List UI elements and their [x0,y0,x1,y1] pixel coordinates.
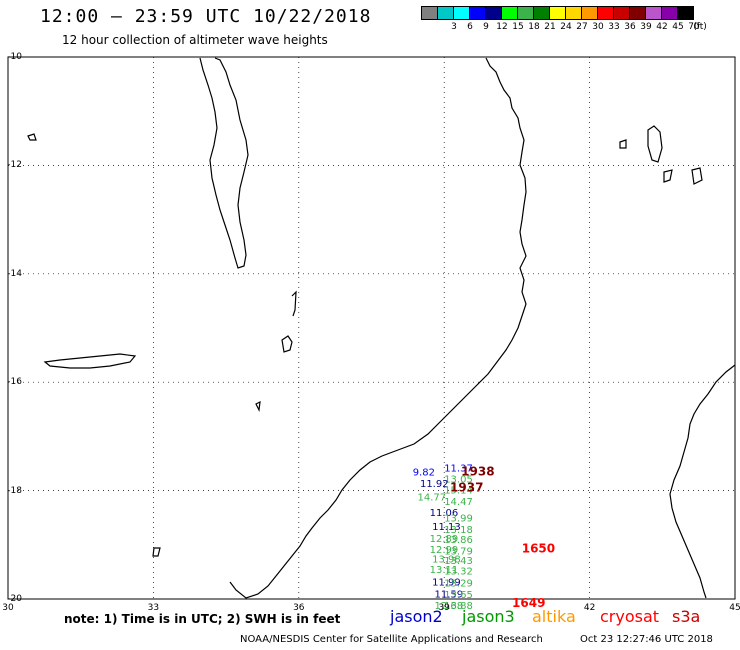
wave-height-label: 13.79 [444,547,473,558]
color-scale-tick: 30 [592,22,604,32]
satellite-legend-cryosat: cryosat [600,607,660,626]
wave-height-label: 13.11 [430,565,459,576]
wave-height-label: 14.77 [418,492,447,503]
wave-height-label: 11.92 [420,479,449,490]
credit-line: NOAA/NESDIS Center for Satellite Applica… [240,634,543,645]
lat-tick-label: -14 [7,268,22,279]
mozambique-coastline [229,57,527,599]
color-scale-tick: 9 [483,22,489,32]
wave-height-label: 13.18 [444,525,473,536]
wave-height-label: 13.98 [432,555,461,566]
color-scale-tick: 42 [656,22,668,32]
shire-river [291,290,297,317]
lat-tick-label: -16 [7,377,22,388]
wave-height-label: 12.99 [430,545,459,556]
color-scale-tick: 21 [544,22,556,32]
wave-height-label: 15.14 [444,485,473,496]
color-scale-tick: 36 [624,22,636,32]
color-scale-labels: 3 6 9 12 15 18 21 24 27 30 33 36 39 42 45 70 (ft) [422,22,740,34]
wave-height-label: 11.13 [432,522,461,533]
lon-tick-label: 39 [438,603,450,613]
cahora-bassa-shoreline [281,335,293,353]
color-scale-tick: 6 [467,22,473,32]
grid-lines [7,56,736,600]
satellite-legend-altika: altika [532,607,576,626]
lon-tick-label: 45 [729,603,740,613]
comoros-grande [647,125,663,163]
mayotte [619,139,627,149]
comoros-anjouan [691,167,703,185]
wave-height-label: 1650 [522,541,555,555]
wave-height-label: 13.32 [444,567,473,578]
map-frame [7,56,736,600]
color-scale-tick: 12 [496,22,508,32]
wave-height-label: 11.37 [444,464,473,475]
satellite-legend-jason2: jason2 [390,607,443,626]
wave-height-label: 14.47 [444,497,473,508]
small-lake-1 [27,133,37,141]
color-swatch [677,6,694,20]
wave-height-label: 13.88 [444,601,473,612]
wave-height-label: 13.05 [444,474,473,485]
color-scale-tick: 45 [672,22,684,32]
wave-height-label: 13.43 [444,556,473,567]
wave-height-label: 12.68 [435,601,464,612]
color-scale-tick: 70 [688,22,700,32]
wave-height-label: 9.82 [413,467,435,478]
lon-tick-label: 30 [2,603,14,613]
observation-labels: 11.379.8213.0511.9215.1414.7714.4711.061… [413,464,555,612]
map-subtitle: 12 hour collection of altimeter wave hei… [62,33,328,47]
wave-height-label: 13.86 [444,535,473,546]
wave-height-label: 12.89 [430,534,459,545]
color-scale-bar [421,6,694,20]
generation-timestamp: Oct 23 12:27:46 UTC 2018 [580,634,713,645]
color-scale-tick: 27 [576,22,588,32]
lat-tick-label: -20 [7,594,22,604]
madagascar-coastline [669,364,736,599]
lake-kariba-shoreline [43,353,137,369]
color-scale-tick: 3 [451,22,457,32]
color-scale-unit: (ft) [693,22,707,32]
small-lake-2 [255,400,261,413]
wave-height-label: 13.29 [444,579,473,590]
color-scale-tick: 24 [560,22,572,32]
wave-height-label: 11.59 [435,589,464,600]
coastline [27,57,736,599]
wave-height-label: 13.99 [444,513,473,524]
lat-tick-label: -10 [7,52,22,62]
wave-height-label: 1937 [450,481,483,495]
color-scale-tick: 33 [608,22,620,32]
color-scale-tick: 39 [640,22,652,32]
satellite-legend-s3a: s3a [672,607,701,626]
wave-height-label: 11.99 [432,577,461,588]
wave-height-label: 1938 [461,464,494,478]
map-title: 12:00 – 23:59 UTC 10/22/2018 [40,6,372,27]
units-note: note: 1) Time is in UTC; 2) SWH is in fe… [64,612,341,626]
wave-height-label: 11.06 [430,508,459,519]
lat-tick-label: -12 [7,160,22,171]
lat-tick-label: -18 [7,485,22,496]
wave-height-label: 1649 [512,596,545,610]
color-scale-tick: 18 [528,22,540,32]
satellite-legend-jason3: jason3 [462,607,515,626]
wave-height-label: 13.65 [444,590,473,601]
lon-tick-label: 42 [583,603,596,613]
color-scale-tick: 15 [512,22,524,32]
lake-malawi-shoreline [199,57,249,269]
small-lake-3 [152,547,161,557]
lon-tick-label: 36 [293,603,305,613]
comoros-moheli [663,169,673,183]
lon-tick-label: 33 [147,603,160,613]
